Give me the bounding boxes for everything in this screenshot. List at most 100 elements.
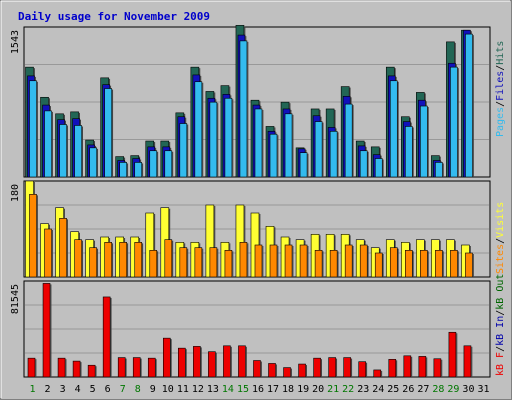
bar-pages — [420, 105, 428, 178]
bar-sites — [59, 218, 67, 278]
bar-sites — [89, 247, 97, 278]
bar-sites — [239, 242, 248, 278]
x-tick-label: 25 — [387, 384, 399, 395]
bar-pages — [299, 152, 308, 178]
x-tick-label: 13 — [207, 384, 219, 395]
y-max-label: 1543 — [10, 30, 21, 54]
bar-kbytes — [238, 345, 246, 378]
bar-sites — [134, 242, 143, 278]
bar-pages — [209, 101, 218, 178]
x-tick-label: 19 — [297, 384, 309, 395]
x-tick-label: 29 — [447, 384, 459, 395]
bar-sites — [344, 244, 353, 278]
bar-sites — [359, 244, 368, 278]
bar-pages — [74, 125, 82, 178]
bar-pages — [104, 88, 112, 178]
bar-sites — [74, 239, 82, 278]
bar-pages — [465, 33, 473, 178]
bar-kbytes — [388, 359, 397, 378]
bar-sites — [374, 252, 383, 278]
bar-pages — [374, 158, 383, 178]
bar-sites — [119, 242, 127, 278]
bar-sites — [405, 250, 413, 278]
bar-sites — [209, 247, 218, 278]
x-axis-day-labels: 1 2 3 4 5 6 7 8 9 10 11 12 13 14 15 16 17 18 19 20 21 22 23 24 2… — [30, 384, 490, 395]
x-tick-label: 22 — [342, 384, 354, 395]
x-tick-label: 17 — [267, 384, 279, 395]
bar-pages — [194, 81, 203, 178]
legend-sep-3: / — [495, 238, 506, 244]
bar-pages — [344, 103, 353, 178]
legend-top: Pages/Files/Hits — [495, 41, 506, 137]
x-tick-label: 3 — [60, 384, 66, 395]
bar-pages — [389, 80, 398, 178]
legend-sep-4: / — [495, 346, 506, 352]
legend-visits: Visits — [495, 202, 506, 238]
bar-sites — [179, 247, 188, 278]
bar-sites — [224, 250, 233, 278]
bar-kbytes — [102, 296, 111, 378]
x-tick-label: 5 — [90, 384, 96, 395]
bar-kbytes — [328, 357, 336, 378]
bar-kbytes — [373, 369, 382, 378]
bar-pages — [450, 66, 458, 178]
bar-pages — [254, 108, 263, 178]
bar-kbytes — [343, 357, 351, 378]
x-tick-label: 20 — [312, 384, 324, 395]
bar-sites — [194, 247, 203, 278]
x-tick-label: 2 — [45, 384, 51, 395]
bar-sites — [329, 250, 338, 278]
bar-kbytes — [57, 357, 66, 378]
x-tick-label: 1 — [30, 384, 36, 395]
bar-kbytes — [193, 346, 201, 378]
bar-kbytes — [132, 357, 141, 378]
x-tick-label: 26 — [402, 384, 414, 395]
legend-sep-2: / — [495, 65, 506, 71]
bar-pages — [359, 150, 368, 178]
x-tick-label: 8 — [135, 384, 141, 395]
bar-kbytes — [223, 345, 231, 378]
bar-kbytes — [87, 364, 96, 378]
bar-kbytes — [27, 357, 36, 378]
bar-sites — [465, 252, 473, 278]
legend-kbout: kB Out — [495, 274, 506, 310]
legend-kbin: kB In — [495, 316, 506, 346]
bar-kbytes — [448, 331, 457, 378]
bar-kbytes — [433, 358, 442, 378]
y-max-label: 81545 — [10, 284, 21, 314]
bar-sites — [435, 250, 443, 278]
bar-kbytes — [298, 363, 306, 378]
bar-sites — [389, 247, 398, 278]
bar-kbytes — [208, 351, 216, 378]
x-tick-label: 30 — [462, 384, 474, 395]
x-tick-label: 24 — [372, 384, 384, 395]
bar-kbytes — [42, 283, 51, 378]
bar-kbytes — [268, 363, 276, 378]
bar-kbytes — [178, 347, 186, 378]
bar-pages — [89, 147, 97, 178]
bar-sites — [269, 244, 278, 278]
bar-sites — [254, 244, 263, 278]
bar-pages — [119, 162, 127, 178]
x-tick-label: 18 — [282, 384, 294, 395]
x-tick-label: 12 — [192, 384, 204, 395]
bar-pages — [435, 162, 443, 178]
bar-sites — [104, 242, 112, 278]
bar-sites — [450, 250, 458, 278]
x-tick-label: 31 — [477, 384, 489, 395]
bar-pages — [149, 150, 158, 178]
legend-sites: Sites — [495, 244, 506, 274]
x-tick-label: 15 — [237, 384, 249, 395]
legend-pages: Pages — [495, 107, 506, 137]
y-max-label: 180 — [10, 184, 21, 202]
bar-pages — [224, 97, 233, 178]
x-tick-label: 28 — [432, 384, 444, 395]
panel-visits-sites: 180 — [10, 180, 491, 278]
panel-pages-files-hits: 1543 — [10, 25, 491, 178]
bar-kbytes — [403, 355, 412, 378]
bar-pages — [269, 133, 278, 178]
legend-hits: Hits — [495, 41, 506, 65]
bar-kbytes — [253, 360, 261, 378]
